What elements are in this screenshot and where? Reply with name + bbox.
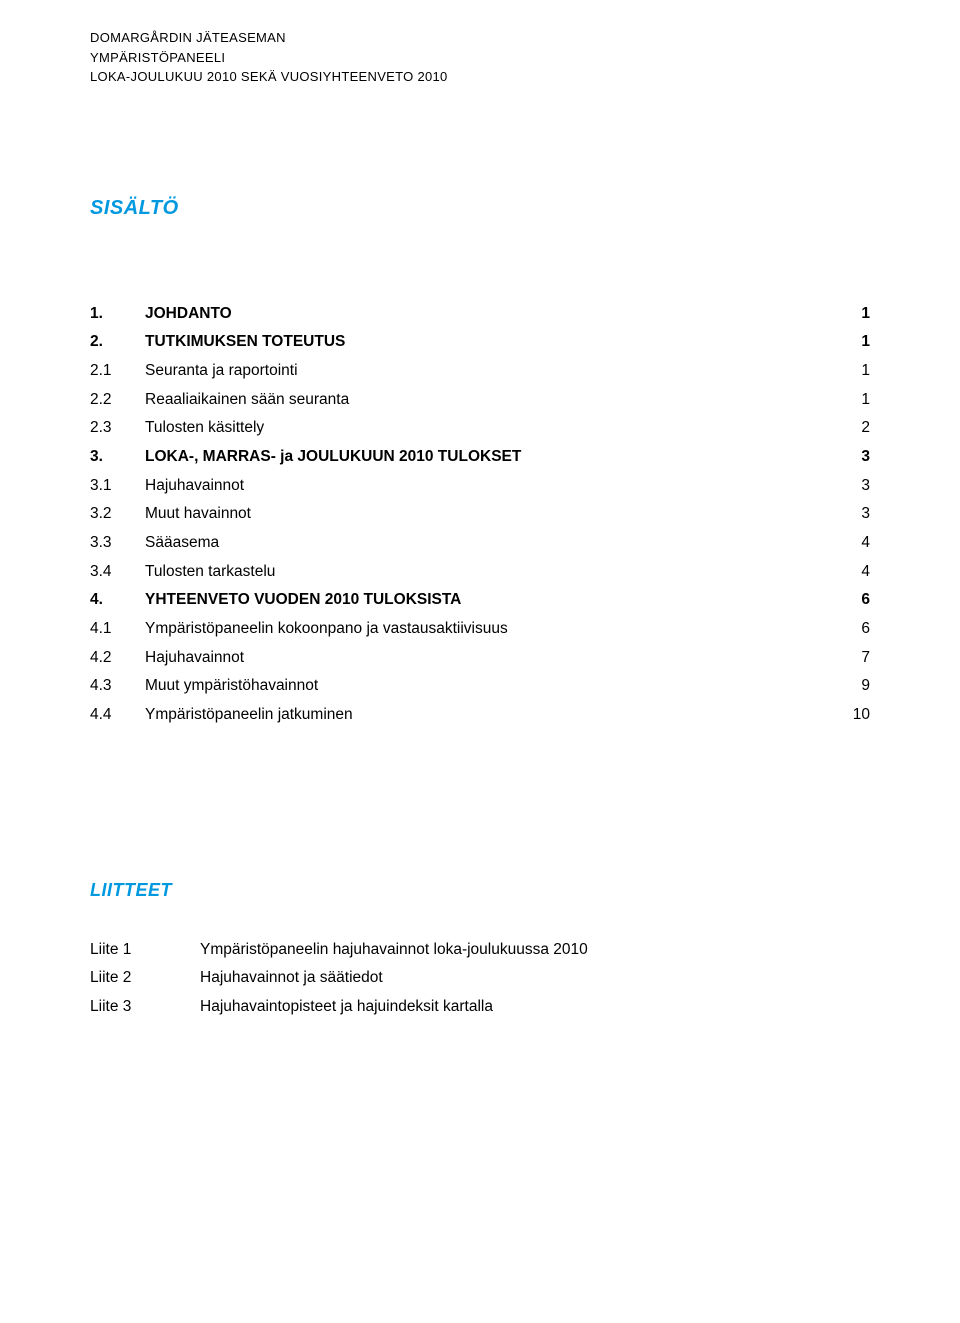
page-header: DOMARGÅRDIN JÄTEASEMAN YMPÄRISTÖPANEELI … (90, 28, 870, 87)
toc-row: 4.2Hajuhavainnot7 (90, 644, 870, 673)
toc-row: 3.2Muut havainnot3 (90, 500, 870, 529)
toc-number: 3.1 (90, 472, 145, 501)
toc-number: 4.4 (90, 701, 145, 730)
appendix-row: Liite 1Ympäristöpaneelin hajuhavainnot l… (90, 936, 870, 965)
toc-title: Tulosten tarkastelu (145, 558, 840, 587)
toc-page-number: 1 (840, 386, 870, 415)
toc-title: Seuranta ja raportointi (145, 357, 840, 386)
appendix-label: Liite 1 (90, 936, 200, 965)
toc-title: Ympäristöpaneelin jatkuminen (145, 701, 840, 730)
toc-title: Ympäristöpaneelin kokoonpano ja vastausa… (145, 615, 840, 644)
header-line-1: DOMARGÅRDIN JÄTEASEMAN (90, 28, 870, 48)
toc-number: 3.4 (90, 558, 145, 587)
toc-row: 3.3Sääasema4 (90, 529, 870, 558)
toc-page-number: 10 (840, 701, 870, 730)
document-page: DOMARGÅRDIN JÄTEASEMAN YMPÄRISTÖPANEELI … (0, 0, 960, 1323)
toc-title: Tulosten käsittely (145, 414, 840, 443)
toc-title: Hajuhavainnot (145, 472, 840, 501)
toc-page-number: 1 (840, 328, 870, 357)
toc-page-number: 1 (840, 357, 870, 386)
appendices-list: Liite 1Ympäristöpaneelin hajuhavainnot l… (90, 936, 870, 1022)
toc-page-number: 4 (840, 529, 870, 558)
toc-title: Muut ympäristöhavainnot (145, 672, 840, 701)
appendix-label: Liite 3 (90, 993, 200, 1022)
toc-number: 2.3 (90, 414, 145, 443)
appendix-label: Liite 2 (90, 964, 200, 993)
toc-title: Reaaliaikainen sään seuranta (145, 386, 840, 415)
toc-row: 4.1Ympäristöpaneelin kokoonpano ja vasta… (90, 615, 870, 644)
toc-number: 2.2 (90, 386, 145, 415)
toc-row: 3.4Tulosten tarkastelu4 (90, 558, 870, 587)
appendix-description: Hajuhavaintopisteet ja hajuindeksit kart… (200, 993, 870, 1022)
appendix-description: Ympäristöpaneelin hajuhavainnot loka-jou… (200, 936, 870, 965)
table-of-contents: 1.JOHDANTO12.TUTKIMUKSEN TOTEUTUS12.1Seu… (90, 300, 870, 730)
toc-number: 1. (90, 300, 145, 329)
toc-title: LOKA-, MARRAS- ja JOULUKUUN 2010 TULOKSE… (145, 443, 840, 472)
toc-row: 4.3Muut ympäristöhavainnot9 (90, 672, 870, 701)
toc-number: 4.2 (90, 644, 145, 673)
appendix-description: Hajuhavainnot ja säätiedot (200, 964, 870, 993)
toc-number: 3.3 (90, 529, 145, 558)
toc-number: 4. (90, 586, 145, 615)
toc-page-number: 1 (840, 300, 870, 329)
toc-title: YHTEENVETO VUODEN 2010 TULOKSISTA (145, 586, 840, 615)
toc-number: 2. (90, 328, 145, 357)
toc-page-number: 3 (840, 500, 870, 529)
toc-number: 4.1 (90, 615, 145, 644)
toc-page-number: 2 (840, 414, 870, 443)
toc-row: 2.TUTKIMUKSEN TOTEUTUS1 (90, 328, 870, 357)
toc-row: 2.2Reaaliaikainen sään seuranta1 (90, 386, 870, 415)
toc-title: JOHDANTO (145, 300, 840, 329)
toc-title: TUTKIMUKSEN TOTEUTUS (145, 328, 840, 357)
toc-page-number: 9 (840, 672, 870, 701)
toc-page-number: 3 (840, 472, 870, 501)
toc-row: 3.1Hajuhavainnot3 (90, 472, 870, 501)
toc-row: 4.YHTEENVETO VUODEN 2010 TULOKSISTA6 (90, 586, 870, 615)
toc-row: 1.JOHDANTO1 (90, 300, 870, 329)
toc-title: Sääasema (145, 529, 840, 558)
toc-title: Hajuhavainnot (145, 644, 840, 673)
contents-title: SISÄLTÖ (90, 197, 870, 220)
toc-number: 3.2 (90, 500, 145, 529)
toc-page-number: 3 (840, 443, 870, 472)
toc-page-number: 7 (840, 644, 870, 673)
appendix-row: Liite 2Hajuhavainnot ja säätiedot (90, 964, 870, 993)
appendix-row: Liite 3Hajuhavaintopisteet ja hajuindeks… (90, 993, 870, 1022)
header-line-3: LOKA-JOULUKUU 2010 SEKÄ VUOSIYHTEENVETO … (90, 67, 870, 87)
toc-number: 3. (90, 443, 145, 472)
appendices-title: LIITTEET (90, 880, 870, 901)
toc-number: 2.1 (90, 357, 145, 386)
toc-row: 3.LOKA-, MARRAS- ja JOULUKUUN 2010 TULOK… (90, 443, 870, 472)
toc-row: 2.1Seuranta ja raportointi1 (90, 357, 870, 386)
header-line-2: YMPÄRISTÖPANEELI (90, 48, 870, 68)
toc-page-number: 6 (840, 615, 870, 644)
toc-row: 4.4Ympäristöpaneelin jatkuminen10 (90, 701, 870, 730)
toc-row: 2.3Tulosten käsittely2 (90, 414, 870, 443)
toc-page-number: 6 (840, 586, 870, 615)
toc-title: Muut havainnot (145, 500, 840, 529)
toc-number: 4.3 (90, 672, 145, 701)
toc-page-number: 4 (840, 558, 870, 587)
